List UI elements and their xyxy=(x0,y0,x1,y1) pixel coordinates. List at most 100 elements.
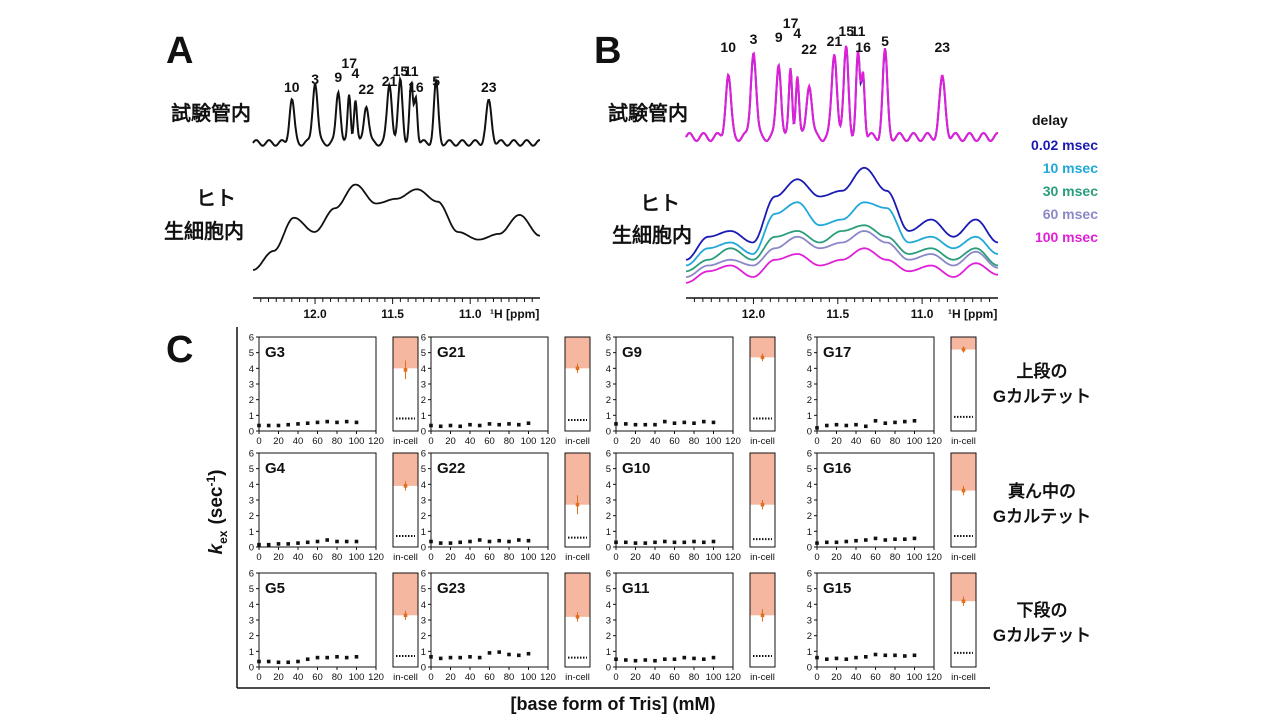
x-tick-label: 100 xyxy=(349,672,365,683)
delay-legend-item: 30 msec xyxy=(1043,183,1098,199)
ppm-axis-a: 12.0 11.5 11.0 ¹H [ppm] xyxy=(253,297,540,321)
spectrum-b-in-cell-0 xyxy=(685,166,999,261)
in-cell-frame xyxy=(564,336,591,432)
y-tick-label: 5 xyxy=(421,348,426,359)
kex-point xyxy=(815,655,819,660)
x-tick-label: 0 xyxy=(613,436,618,447)
delay-legend-item: 100 msec xyxy=(1035,229,1098,245)
kex-point xyxy=(844,657,849,661)
kex-plot-frame xyxy=(430,572,549,668)
group-middle-line2: Gカルテット xyxy=(993,507,1091,526)
kex-unit: (sec xyxy=(206,486,227,524)
peak-label-15: 15 xyxy=(393,63,409,79)
x-tick-label: 20 xyxy=(831,672,842,683)
kex-point xyxy=(614,540,618,545)
x-tick-label: 60 xyxy=(484,672,495,683)
y-tick-label: 2 xyxy=(807,511,812,522)
panel-letter-b: B xyxy=(594,30,621,72)
kex-panel-title: G15 xyxy=(823,580,851,597)
kex-point xyxy=(487,539,492,544)
kex-point xyxy=(873,536,878,541)
kex-panel-title: G11 xyxy=(622,580,650,597)
y-tick-label: 5 xyxy=(421,584,426,595)
kex-point xyxy=(335,655,339,659)
kex-point xyxy=(448,423,453,428)
kex-point xyxy=(296,422,300,426)
kex-point xyxy=(497,650,501,654)
in-cell-point xyxy=(961,488,966,493)
x-tick-label: 40 xyxy=(650,436,661,447)
x-tick-label: 100 xyxy=(521,552,537,563)
y-tick-label: 5 xyxy=(249,584,254,595)
ppm-tick-label: 12.0 xyxy=(303,307,327,321)
kex-point xyxy=(276,423,281,428)
spectrum-b-in-cell-3 xyxy=(685,230,999,278)
x-tick-label: 100 xyxy=(706,436,722,447)
x-tick-label: 40 xyxy=(851,436,862,447)
in-cell-label: in-cell xyxy=(951,552,976,563)
kex-panel-title: G22 xyxy=(437,460,465,477)
label-in-cell-b-line1: ヒト xyxy=(640,193,680,215)
kex-point xyxy=(883,421,888,425)
group-labels: 上段の Gカルテット 真ん中の Gカルテット 下段の Gカルテット xyxy=(993,361,1091,645)
delay-legend: delay 0.02 msec 10 msec 30 msec 60 msec 100 … xyxy=(1031,112,1098,245)
in-cell-box: in-cell xyxy=(564,452,591,563)
peak-label-22: 22 xyxy=(358,81,374,97)
peak-label-10: 10 xyxy=(284,79,300,95)
kex-point xyxy=(663,539,667,544)
in-cell-point xyxy=(403,484,408,488)
kex-point xyxy=(692,539,696,544)
kex-point xyxy=(477,538,482,542)
spectrum-b-in-vitro-100 xyxy=(685,45,999,143)
x-tick-label: 40 xyxy=(650,672,661,683)
in-cell-label: in-cell xyxy=(393,436,418,447)
peak-label-4: 4 xyxy=(352,65,360,81)
x-tick-label: 0 xyxy=(814,552,819,563)
peak-label-23: 23 xyxy=(935,39,951,55)
in-cell-frame xyxy=(392,336,419,432)
label-in-cell-a-line2: 生細胞内 xyxy=(164,219,244,243)
y-tick-label: 1 xyxy=(421,527,426,538)
in-cell-frame xyxy=(950,572,977,668)
in-cell-label: in-cell xyxy=(951,672,976,683)
y-tick-label: 1 xyxy=(606,411,611,422)
y-tick-label: 1 xyxy=(807,527,812,538)
kex-point xyxy=(893,537,897,541)
kex-point xyxy=(296,541,300,545)
kex-point xyxy=(517,538,521,542)
kex-point xyxy=(633,422,638,427)
in-cell-box: in-cell xyxy=(392,336,419,447)
y-tick-label: 0 xyxy=(249,427,254,438)
group-top-line1: 上段の xyxy=(1017,361,1068,381)
kex-point xyxy=(354,539,359,544)
kex-point xyxy=(487,651,492,655)
kex-point xyxy=(325,655,329,660)
in-cell-point xyxy=(760,613,765,618)
y-tick-label: 3 xyxy=(807,496,812,507)
y-tick-label: 0 xyxy=(606,427,611,438)
kex-point xyxy=(266,542,271,547)
y-tick-label: 2 xyxy=(249,395,254,406)
in-cell-band xyxy=(750,337,775,358)
x-tick-label: 60 xyxy=(312,552,323,563)
kex-point xyxy=(663,657,667,661)
x-tick-label: 80 xyxy=(890,436,901,447)
delay-legend-item: 0.02 msec xyxy=(1031,137,1098,153)
kex-point xyxy=(883,538,888,542)
peak-label-5: 5 xyxy=(432,73,440,89)
x-tick-label: 20 xyxy=(273,436,284,447)
spectrum-b-in-cell-4 xyxy=(685,247,999,284)
kex-point xyxy=(438,424,443,429)
x-tick-label: 20 xyxy=(445,672,456,683)
in-cell-label: in-cell xyxy=(951,436,976,447)
peak-label-17: 17 xyxy=(783,15,799,31)
y-tick-label: 3 xyxy=(421,616,426,627)
in-cell-band xyxy=(393,453,418,486)
y-tick-label: 1 xyxy=(249,527,254,538)
x-tick-label: 60 xyxy=(669,436,680,447)
group-top-line2: Gカルテット xyxy=(993,387,1091,406)
x-tick-label: 100 xyxy=(907,552,923,563)
kex-point xyxy=(682,540,687,545)
